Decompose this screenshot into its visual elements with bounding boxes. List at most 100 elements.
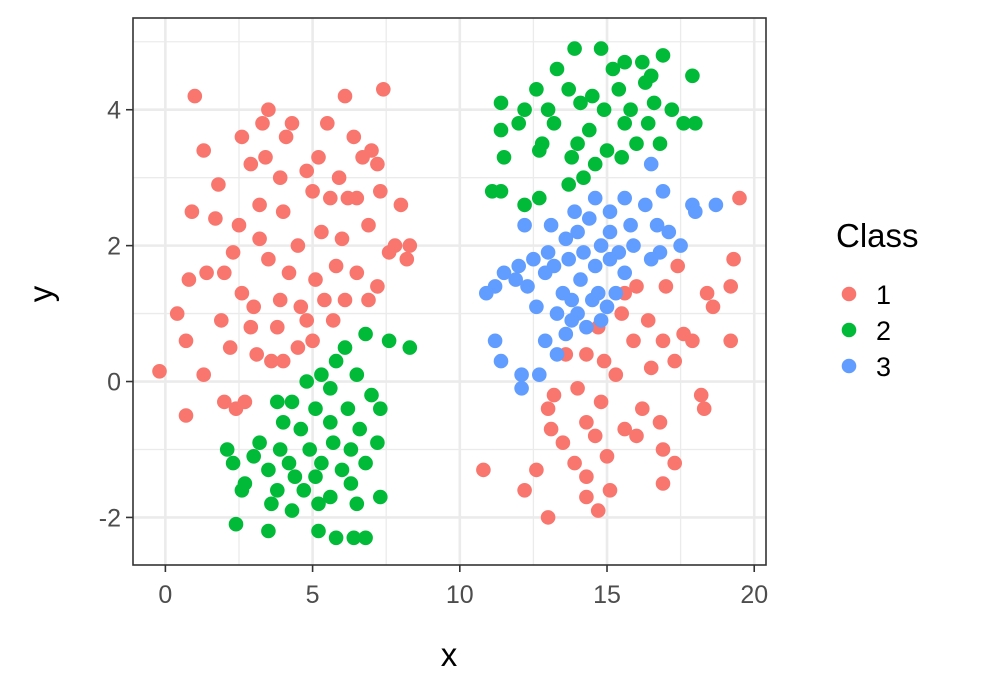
x-axis-title: x — [441, 636, 458, 673]
data-point-class-3 — [520, 279, 535, 294]
data-point-class-1 — [314, 224, 329, 240]
data-point-class-1 — [264, 353, 279, 369]
data-point-class-1 — [579, 415, 594, 430]
data-point-class-1 — [640, 313, 656, 328]
data-point-class-3 — [487, 333, 503, 349]
data-point-class-1 — [228, 401, 244, 417]
data-point-class-2 — [261, 462, 276, 478]
data-point-class-1 — [635, 401, 650, 417]
data-point-class-1 — [337, 292, 353, 308]
data-point-class-3 — [688, 204, 703, 219]
data-point-class-2 — [272, 442, 288, 457]
data-point-class-2 — [573, 95, 588, 111]
data-point-class-3 — [599, 299, 615, 315]
data-point-class-3 — [655, 184, 671, 199]
data-point-class-1 — [370, 156, 385, 172]
data-point-class-1 — [178, 333, 194, 349]
data-point-class-2 — [646, 95, 662, 111]
plot-border — [132, 17, 767, 566]
data-point-class-1 — [328, 258, 344, 274]
data-point-class-1 — [243, 319, 259, 335]
data-point-class-1 — [299, 313, 315, 328]
data-point-class-1 — [723, 279, 738, 294]
data-point-class-1 — [199, 265, 214, 281]
data-point-class-3 — [567, 204, 582, 219]
x-tick-label: 0 — [158, 581, 172, 609]
data-point-class-3 — [649, 217, 665, 233]
data-point-class-2 — [270, 483, 285, 498]
data-point-class-3 — [708, 197, 724, 213]
data-point-class-3 — [517, 217, 532, 233]
data-point-class-2 — [623, 102, 638, 117]
data-point-class-1 — [617, 421, 632, 437]
data-point-class-1 — [290, 238, 306, 253]
data-point-class-3 — [529, 299, 544, 315]
data-point-class-2 — [284, 503, 300, 518]
data-point-class-2 — [640, 116, 656, 131]
data-point-class-1 — [705, 299, 721, 315]
data-point-class-2 — [638, 75, 653, 90]
data-point-class-3 — [537, 333, 553, 349]
data-points — [152, 41, 747, 546]
data-point-class-1 — [373, 184, 388, 199]
data-point-class-3 — [549, 347, 565, 362]
data-point-class-3 — [496, 265, 512, 281]
data-point-class-3 — [626, 238, 641, 253]
data-point-class-2 — [596, 102, 612, 117]
data-point-class-3 — [514, 367, 529, 383]
data-point-class-1 — [270, 319, 285, 335]
data-point-class-3 — [608, 285, 624, 301]
data-point-class-3 — [540, 245, 556, 260]
data-point-class-1 — [272, 292, 288, 308]
data-point-class-3 — [558, 231, 574, 247]
data-point-class-1 — [275, 204, 291, 219]
data-point-class-1 — [217, 265, 232, 281]
data-point-class-2 — [328, 530, 344, 546]
data-point-class-1 — [579, 347, 594, 362]
y-tick-label: -2 — [99, 504, 121, 532]
data-point-class-1 — [208, 211, 223, 226]
data-point-class-2 — [234, 483, 250, 498]
data-point-class-1 — [361, 217, 376, 233]
data-point-class-3 — [543, 217, 559, 233]
data-point-class-2 — [334, 462, 350, 478]
data-point-class-2 — [664, 102, 680, 117]
data-point-class-2 — [402, 340, 418, 355]
data-point-class-1 — [540, 510, 556, 525]
data-point-class-1 — [225, 245, 241, 260]
data-point-class-2 — [337, 340, 353, 355]
x-tick-labels: 0 5 10 15 20 — [158, 581, 768, 609]
data-point-class-2 — [529, 82, 544, 97]
data-point-class-3 — [643, 251, 659, 267]
data-point-class-1 — [546, 387, 562, 403]
x-tick-label: 10 — [446, 581, 474, 609]
y-tick-labels: -2 0 2 4 — [99, 97, 121, 533]
data-point-class-1 — [658, 279, 674, 294]
data-point-class-2 — [593, 41, 609, 56]
data-point-class-1 — [231, 217, 247, 233]
data-point-class-1 — [732, 190, 747, 206]
data-point-class-2 — [323, 381, 338, 396]
data-point-class-1 — [587, 428, 603, 444]
data-point-class-2 — [532, 190, 547, 206]
legend-key-2 — [841, 322, 857, 338]
data-point-class-1 — [667, 455, 682, 471]
data-point-class-3 — [526, 251, 541, 267]
data-point-class-3 — [564, 292, 579, 308]
data-point-class-1 — [517, 483, 532, 498]
data-point-class-1 — [370, 279, 385, 294]
data-point-class-2 — [511, 116, 526, 131]
data-point-class-2 — [328, 353, 344, 369]
plot-border-group — [132, 17, 767, 566]
y-axis-title: y — [22, 285, 59, 302]
data-point-class-1 — [543, 421, 559, 437]
data-point-class-1 — [608, 367, 624, 383]
data-point-class-1 — [393, 197, 409, 213]
data-point-class-3 — [585, 292, 600, 308]
data-point-class-2 — [549, 61, 565, 77]
data-point-class-3 — [511, 258, 526, 274]
data-point-class-2 — [685, 68, 700, 84]
data-point-class-2 — [652, 136, 668, 151]
data-point-class-2 — [358, 326, 373, 342]
